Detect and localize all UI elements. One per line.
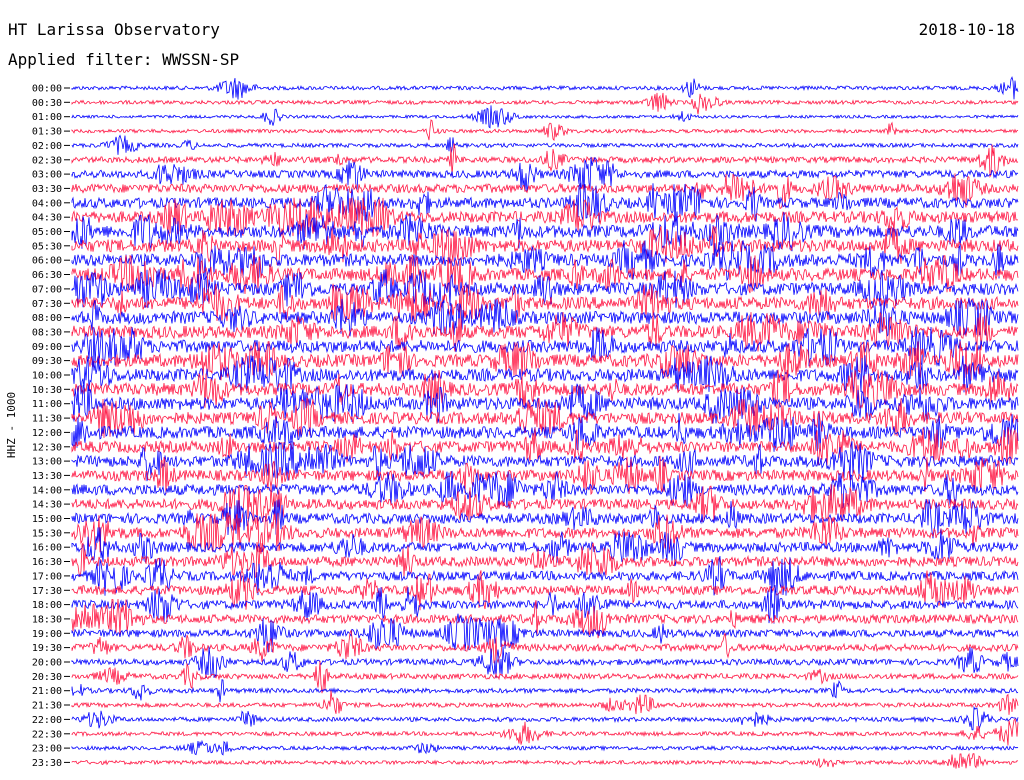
- trace-line: [71, 541, 1019, 579]
- time-tick-label: 07:30: [32, 299, 62, 310]
- trace-line: [71, 105, 1019, 129]
- trace-line: [71, 752, 1019, 769]
- time-tick-label: 11:30: [32, 414, 62, 425]
- trace-line: [71, 739, 1019, 756]
- time-tick-label: 07:00: [32, 284, 62, 295]
- time-tick-label: 12:00: [32, 428, 62, 439]
- time-tick-label: 19:30: [32, 643, 62, 654]
- time-tick-label: 04:00: [32, 198, 62, 209]
- time-tick-label: 16:30: [32, 557, 62, 568]
- time-tick-label: 01:30: [32, 127, 62, 138]
- trace-line: [71, 570, 1019, 611]
- trace-line: [71, 718, 1019, 746]
- trace-line: [71, 441, 1019, 482]
- trace-line: [71, 383, 1019, 424]
- trace-line: [71, 598, 1019, 639]
- trace-line: [71, 311, 1019, 352]
- time-tick-label: 18:00: [32, 600, 62, 611]
- time-tick-label: 23:30: [32, 758, 62, 769]
- time-tick-label: 02:00: [32, 141, 62, 152]
- trace-line: [71, 527, 1019, 567]
- trace-line: [71, 225, 1019, 266]
- time-tick-label: 08:00: [32, 313, 62, 324]
- time-tick-label: 03:00: [32, 170, 62, 181]
- time-tick-label: 09:30: [32, 356, 62, 367]
- trace-line: [71, 613, 1019, 653]
- trace-line: [71, 240, 1019, 282]
- time-tick-label: 17:00: [32, 571, 62, 582]
- trace-line: [71, 679, 1019, 703]
- trace-line: [71, 690, 1019, 715]
- time-tick-label: 15:00: [32, 514, 62, 525]
- trace-line: [71, 326, 1019, 367]
- time-tick-label: 00:00: [32, 84, 62, 95]
- trace-line: [71, 455, 1019, 496]
- time-tick-label: 13:30: [32, 471, 62, 482]
- time-tick-label: 09:00: [32, 342, 62, 353]
- time-tick-label: 04:30: [32, 213, 62, 224]
- time-tick-label: 22:30: [32, 729, 62, 740]
- time-tick-label: 20:00: [32, 658, 62, 669]
- time-tick-label: 06:00: [32, 256, 62, 267]
- trace-line: [71, 413, 1019, 452]
- time-tick-label: 14:30: [32, 500, 62, 511]
- trace-line: [71, 173, 1019, 209]
- time-tick-label: 11:00: [32, 399, 62, 410]
- time-tick-label: 08:30: [32, 327, 62, 338]
- time-tick-label: 21:30: [32, 701, 62, 712]
- trace-line: [71, 197, 1018, 238]
- filter-label: Applied filter: WWSSN-SP: [8, 50, 240, 69]
- trace-line: [71, 92, 1019, 115]
- time-tick-label: 19:00: [32, 629, 62, 640]
- time-tick-label: 05:00: [32, 227, 62, 238]
- date-label: 2018-10-18: [918, 20, 1015, 39]
- trace-line: [71, 254, 1019, 295]
- time-tick-label: 22:00: [32, 715, 62, 726]
- trace-line: [71, 555, 1019, 596]
- trace-line: [71, 584, 1019, 624]
- time-tick-label: 18:30: [32, 614, 62, 625]
- time-tick-label: 14:00: [32, 485, 62, 496]
- time-tick-label: 00:30: [32, 98, 62, 109]
- trace-line: [71, 470, 1019, 509]
- time-tick-label: 05:30: [32, 241, 62, 252]
- time-tick-label: 12:30: [32, 442, 62, 453]
- time-tick-label: 17:30: [32, 586, 62, 597]
- station-title: HT Larissa Observatory: [8, 20, 220, 39]
- time-tick-label: 03:30: [32, 184, 62, 195]
- time-tick-label: 20:30: [32, 672, 62, 683]
- time-tick-label: 15:30: [32, 528, 62, 539]
- trace-line: [71, 629, 1019, 665]
- trace-line: [71, 119, 1019, 142]
- time-tick-label: 13:00: [32, 457, 62, 468]
- trace-line: [71, 369, 1019, 410]
- trace-line: [71, 283, 1019, 323]
- trace-line: [71, 297, 1019, 338]
- time-tick-label: 16:00: [32, 543, 62, 554]
- trace-line: [71, 76, 1019, 100]
- trace-line: [71, 156, 1019, 193]
- time-tick-label: 06:30: [32, 270, 62, 281]
- trace-line: [71, 182, 1019, 223]
- trace-line: [71, 705, 1019, 731]
- trace-line: [71, 660, 1019, 694]
- trace-line: [71, 512, 1019, 553]
- trace-line: [71, 211, 1019, 252]
- trace-line: [71, 143, 1019, 179]
- trace-line: [71, 355, 1019, 395]
- time-tick-label: 23:00: [32, 744, 62, 755]
- trace-line: [71, 134, 1019, 155]
- time-tick-label: 21:00: [32, 686, 62, 697]
- time-tick-label: 10:00: [32, 371, 62, 382]
- time-tick-label: 10:30: [32, 385, 62, 396]
- trace-line: [71, 397, 1019, 438]
- trace-line: [71, 341, 1019, 381]
- trace-line: [71, 646, 1019, 679]
- time-tick-label: 02:30: [32, 155, 62, 166]
- time-tick-label: 01:00: [32, 112, 62, 123]
